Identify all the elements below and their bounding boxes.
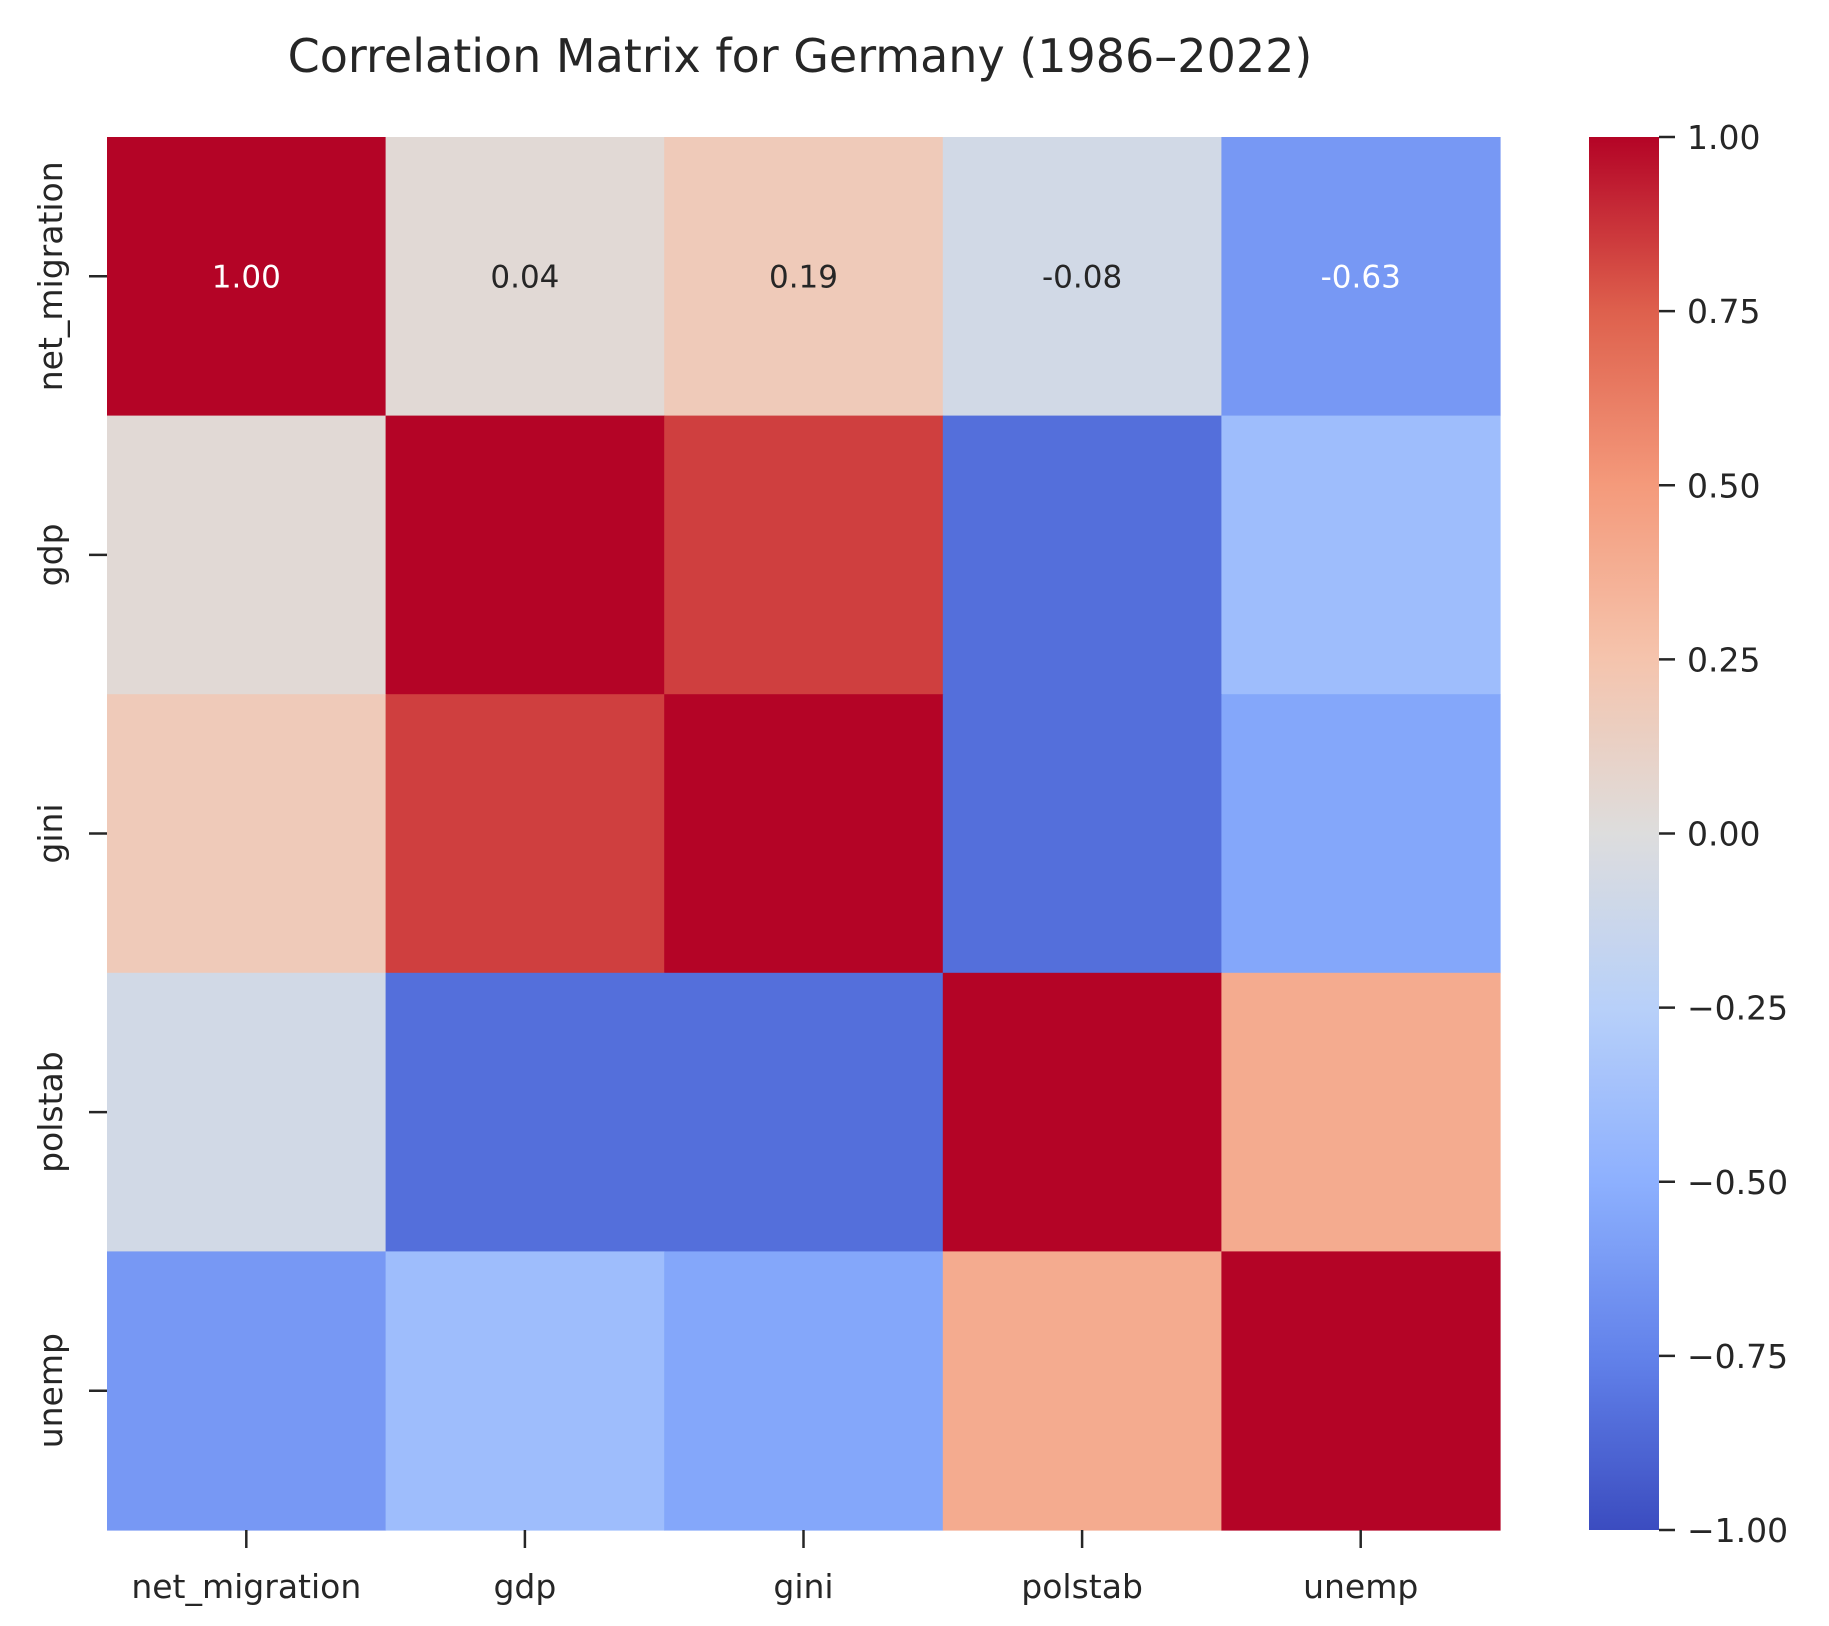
colorbar-tick-label: 0.25 [1687,640,1760,679]
cell-value-label: -0.08 [1042,259,1122,295]
heatmap-cell [1221,1251,1501,1531]
heatmap-cell [942,972,1222,1252]
colorbar-tick-label: −0.50 [1687,1163,1788,1202]
heatmap-cell [107,972,387,1252]
colorbar-tick-label: 0.00 [1687,815,1760,854]
y-tick-label: gdp [31,523,70,586]
x-tick-label: gini [773,1567,833,1606]
heatmap-cell [385,415,665,695]
cell-value-label: -0.63 [1321,259,1401,295]
x-axis: net_migration gdp gini polstab unemp [131,1530,1418,1606]
heatmap-cell [1221,972,1501,1252]
heatmap-cell [664,415,944,695]
colorbar-tick-label: −0.75 [1687,1337,1788,1376]
colorbar-tick-label: 0.75 [1687,292,1760,331]
heatmap-cell [1221,137,1501,417]
cell-value-label: 1.00 [212,259,281,295]
colorbar-tick-label: −0.25 [1687,989,1788,1028]
heatmap-cell [942,415,1222,695]
y-tick-label: polstab [31,1051,70,1173]
x-tick-label: net_migration [131,1567,361,1606]
heatmap-cell [107,1251,387,1531]
colorbar-gradient [1589,137,1659,1530]
cell-value-label: 0.19 [769,259,838,295]
y-tick-label: net_migration [31,161,70,391]
heatmap-cell [385,137,665,417]
heatmap-cell [107,415,387,695]
heatmap-cell [664,694,944,974]
cell-value-label: 0.04 [490,259,559,295]
heatmap-cell [385,694,665,974]
heatmap-cell [664,137,944,417]
colorbar: 1.00 0.75 0.50 0.25 0.00 −0.25 −0.50 −0.75 −1.00 [1589,118,1788,1550]
y-tick-label: unemp [31,1333,70,1448]
heatmap-cell [1221,415,1501,695]
colorbar-tick-label: −1.00 [1687,1511,1788,1550]
heatmap-cell [107,694,387,974]
heatmap-cell [942,137,1222,417]
heatmap-cell [385,1251,665,1531]
y-tick-label: gini [31,803,70,863]
heatmap-cell [664,972,944,1252]
heatmap-cell [942,694,1222,974]
chart-title: Correlation Matrix for Germany (1986–202… [288,29,1313,83]
heatmap-cell [385,972,665,1252]
x-tick-label: polstab [1021,1567,1143,1606]
x-tick-label: unemp [1303,1567,1418,1606]
colorbar-tick-label: 1.00 [1687,118,1760,157]
heatmap-cells: 1.00 0.04 0.19 -0.08 -0.63 [107,137,1501,1531]
heatmap-cell [942,1251,1222,1531]
colorbar-tick-label: 0.50 [1687,466,1760,505]
heatmap-cell [664,1251,944,1531]
x-tick-label: gdp [493,1567,556,1606]
heatmap-cell [107,137,387,417]
heatmap-cell [1221,694,1501,974]
